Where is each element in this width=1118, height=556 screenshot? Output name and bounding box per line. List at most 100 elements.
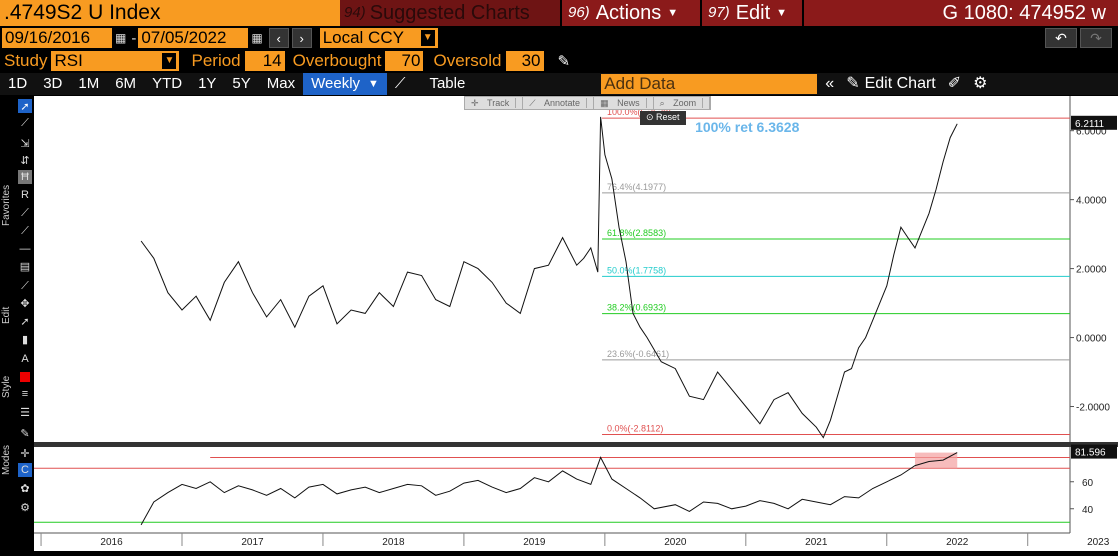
collapse-icon[interactable]: « [825, 75, 835, 92]
edit-chart-label: Edit Chart [864, 75, 936, 92]
pencil-icon: ✎ [846, 75, 860, 92]
crosshair-icon[interactable]: ✛ [20, 447, 30, 460]
overbought-field[interactable]: 70 [385, 51, 424, 71]
graph-title: G 1080: 474952 w [804, 0, 1118, 26]
frequency-value: Weekly [311, 75, 361, 92]
magnet-icon[interactable]: C [18, 463, 32, 477]
y-axis-area [1070, 96, 1118, 551]
suggested-label: Suggested Charts [369, 2, 530, 24]
oversold-label: Oversold [433, 51, 502, 70]
range-6m[interactable]: 6M [115, 75, 137, 92]
retracement-icon[interactable]: R [21, 189, 29, 201]
currency-select[interactable]: Local CCY ▼ [319, 28, 438, 48]
fib-label: 0.0%(-2.8112) [607, 423, 663, 433]
study-select[interactable]: RSI ▼ [51, 51, 180, 71]
pencil-icon[interactable]: ✎ [20, 427, 30, 440]
reset-button[interactable]: ⊙ Reset [640, 111, 686, 125]
study-value: RSI [54, 51, 83, 70]
table-button[interactable]: Table [429, 75, 466, 92]
actions-menu[interactable]: 96) Actions ▼ [562, 0, 700, 26]
oversold-field[interactable]: 30 [505, 51, 544, 71]
modes-section-label: Modes [1, 444, 12, 475]
y-tick-label: 2.0000 [1076, 265, 1107, 276]
range-icon[interactable]: ⇵ [20, 154, 30, 167]
line-style-icon[interactable]: ≡ [21, 388, 29, 400]
palette-icon[interactable]: ✿ [20, 482, 30, 495]
range-max[interactable]: Max [266, 75, 296, 92]
horizontal-line-icon[interactable]: — [19, 243, 31, 255]
chart-svg: 100.0%(6.3628) 76.4%(4.1977) 61.8%(2.8583)… [34, 96, 1118, 551]
zoom-button[interactable]: ⌕ Zoom [654, 97, 711, 109]
x-tick-label: 2016 [100, 537, 123, 548]
trash-icon[interactable]: ▮ [21, 333, 29, 346]
suggested-charts-menu[interactable]: 94) Suggested Charts [340, 0, 560, 26]
rsi-line [140, 452, 958, 526]
prev-period-button[interactable]: ‹ [268, 28, 289, 48]
rsi-y-tick-label: 60 [1082, 478, 1094, 489]
overbought-label: Overbought [292, 51, 382, 70]
segment-icon[interactable]: ⟋ [21, 224, 29, 237]
style-section-label: Style [1, 375, 12, 398]
pencil-icon[interactable]: ✎ [557, 53, 571, 70]
edit-label: Edit [735, 2, 771, 24]
text-tool-icon[interactable]: A [21, 353, 29, 365]
ray-icon[interactable]: ⟋ [21, 206, 29, 219]
select-icon[interactable]: ➚ [20, 315, 30, 328]
calendar-icon[interactable]: ▦ [115, 31, 127, 45]
actions-num: 96) [568, 4, 590, 21]
x-tick-label: 2017 [241, 537, 264, 548]
fib-label: 76.4%(4.1977) [607, 182, 666, 192]
end-date-field[interactable]: 07/05/2022 [138, 28, 249, 48]
redo-button[interactable]: ↷ [1080, 28, 1112, 48]
edit-chart-button[interactable]: ✎ Edit Chart [840, 73, 942, 95]
chevron-down-icon: ▼ [368, 78, 379, 90]
range-1d[interactable]: 1D [8, 75, 28, 92]
line-width-icon[interactable]: ☰ [20, 406, 30, 419]
y-tick-label: -2.0000 [1076, 403, 1110, 414]
start-date-field[interactable]: 09/16/2016 [2, 28, 112, 48]
range-5y[interactable]: 5Y [232, 75, 251, 92]
brush-icon[interactable]: ⟋ [21, 279, 29, 292]
add-data-input[interactable]: Add Data [601, 74, 818, 94]
track-button[interactable]: ✛ Track [465, 97, 524, 109]
study-label: Study [4, 51, 48, 70]
measure-icon[interactable]: ⇲ [20, 137, 30, 150]
settings-pen-icon[interactable]: ✐ [947, 75, 962, 92]
gear-icon[interactable]: ⚙ [973, 75, 988, 92]
color-icon[interactable] [18, 370, 32, 384]
edit-menu[interactable]: 97) Edit ▼ [702, 0, 802, 26]
fib-label: 100.0%(6.3628) [607, 107, 671, 117]
range-toolbar: 1D 3D 1M 6M YTD 1Y 5Y Max Weekly ▼ ⟋ Tab… [0, 73, 1118, 95]
fib-label: 61.8%(2.8583) [607, 228, 666, 238]
annotate-button[interactable]: ⟋ Annotate [523, 97, 595, 109]
suggested-num: 94) [344, 4, 366, 21]
chevron-down-icon: ▼ [162, 53, 177, 69]
cursor-icon[interactable]: ➚ [18, 99, 32, 113]
next-period-button[interactable]: › [291, 28, 312, 48]
annotation-text: 100% ret 6.3628 [695, 119, 800, 135]
favorites-label: Favorites [1, 184, 12, 226]
channel-icon[interactable]: ▤ [19, 260, 31, 273]
range-ytd[interactable]: YTD [152, 75, 183, 92]
frequency-select[interactable]: Weekly ▼ [303, 73, 387, 95]
range-1m[interactable]: 1M [78, 75, 100, 92]
news-button[interactable]: ▦ News [594, 97, 654, 109]
fib-icon[interactable]: Ħ [18, 170, 32, 184]
undo-button[interactable]: ↶ [1045, 28, 1077, 48]
line-chart-icon[interactable]: ⟋ [394, 75, 406, 92]
ticker-field[interactable]: .4749S2 U Index [0, 0, 340, 26]
currency-value: Local CCY [322, 28, 404, 47]
move-icon[interactable]: ✥ [20, 297, 30, 310]
chart-area[interactable]: 100.0%(6.3628) 76.4%(4.1977) 61.8%(2.8583)… [34, 96, 1118, 551]
x-tick-label: 2021 [805, 537, 828, 548]
line-tool-icon[interactable]: ⟋ [21, 116, 29, 129]
actions-label: Actions [595, 2, 662, 24]
rsi-y-tick-label: 40 [1082, 505, 1094, 516]
period-field[interactable]: 14 [244, 51, 285, 71]
settings-icon[interactable]: ⚙ [20, 501, 30, 514]
calendar-icon[interactable]: ▦ [251, 31, 263, 45]
range-1y[interactable]: 1Y [198, 75, 217, 92]
x-tick-label: 2022 [946, 537, 969, 548]
date-separator: - [131, 29, 137, 47]
range-3d[interactable]: 3D [43, 75, 63, 92]
